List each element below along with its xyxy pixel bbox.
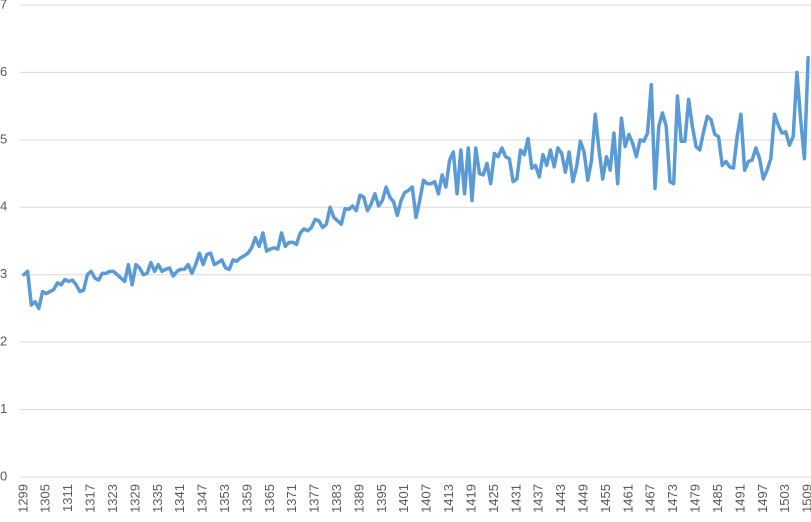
- x-tick-label: 1443: [553, 484, 568, 513]
- x-tick-label: 1311: [60, 484, 75, 512]
- x-tick-label: 1419: [463, 484, 478, 513]
- x-tick-label: 1395: [374, 484, 389, 513]
- x-tick-label: 1437: [531, 484, 546, 513]
- x-tick-label: 1359: [239, 484, 254, 513]
- y-tick-label: 1: [0, 401, 7, 416]
- x-tick-label: 1485: [710, 484, 725, 513]
- x-tick-label: 1497: [755, 484, 770, 513]
- y-tick-label: 6: [0, 64, 7, 79]
- y-tick-label: 2: [0, 334, 7, 349]
- data-line: [22, 55, 810, 311]
- x-tick-label: 1335: [150, 484, 165, 513]
- x-tick-label: 1473: [665, 484, 680, 513]
- x-tick-label: 1389: [351, 484, 366, 513]
- x-tick-label: 1491: [732, 484, 747, 513]
- x-tick-label: 1341: [172, 484, 187, 513]
- y-tick-label: 4: [0, 199, 7, 214]
- x-tick-label: 1509: [800, 484, 811, 513]
- y-tick-label: 7: [0, 0, 7, 11]
- x-tick-label: 1365: [262, 484, 277, 513]
- x-tick-label: 1503: [777, 484, 792, 513]
- x-tick-label: 1353: [217, 484, 232, 513]
- x-tick-label: 1347: [195, 484, 210, 513]
- x-tick-label: 1449: [575, 484, 590, 513]
- x-tick-label: 1299: [15, 484, 30, 513]
- x-tick-label: 1407: [419, 484, 434, 513]
- x-tick-label: 1383: [329, 484, 344, 513]
- y-tick-label: 3: [0, 266, 7, 281]
- x-tick-label: 1305: [38, 484, 53, 513]
- x-tick-label: 1461: [620, 484, 635, 513]
- x-tick-label: 1431: [508, 484, 523, 513]
- x-tick-label: 1425: [486, 484, 501, 513]
- y-tick-label: 0: [0, 468, 7, 483]
- x-tick-label: 1413: [441, 484, 456, 513]
- y-tick-label: 5: [0, 131, 7, 146]
- x-tick-label: 1317: [83, 484, 98, 513]
- x-tick-label: 1401: [396, 484, 411, 513]
- x-tick-label: 1371: [284, 484, 299, 513]
- x-tick-label: 1329: [127, 484, 142, 513]
- x-tick-label: 1479: [688, 484, 703, 513]
- x-tick-label: 1455: [598, 484, 613, 513]
- x-tick-label: 1323: [105, 484, 120, 513]
- x-tick-label: 1377: [307, 484, 322, 513]
- x-tick-label: 1467: [643, 484, 658, 513]
